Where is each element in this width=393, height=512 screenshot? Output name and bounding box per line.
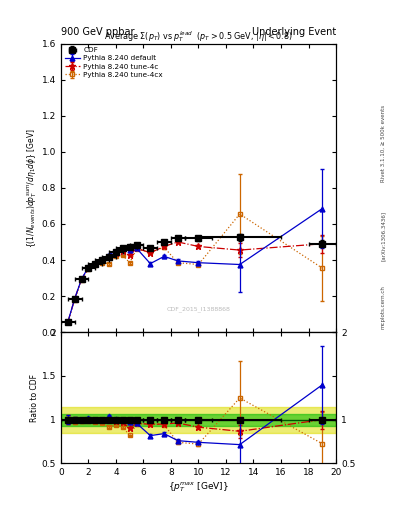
Text: Rivet 3.1.10, ≥ 500k events: Rivet 3.1.10, ≥ 500k events — [381, 105, 386, 182]
Legend: CDF, Pythia 8.240 default, Pythia 8.240 tune-4c, Pythia 8.240 tune-4cx: CDF, Pythia 8.240 default, Pythia 8.240 … — [63, 46, 164, 79]
Text: [arXiv:1306.3436]: [arXiv:1306.3436] — [381, 210, 386, 261]
Text: mcplots.cern.ch: mcplots.cern.ch — [381, 285, 386, 329]
Text: 900 GeV ppbar: 900 GeV ppbar — [61, 27, 134, 37]
Bar — [61, 414, 336, 426]
Y-axis label: $\{(1/N_{events}) dp_T^{sum}/d\eta_1 d\phi\}$ [GeV]: $\{(1/N_{events}) dp_T^{sum}/d\eta_1 d\p… — [26, 128, 39, 248]
X-axis label: $\{p_T^{max}$ [GeV]$\}$: $\{p_T^{max}$ [GeV]$\}$ — [168, 480, 229, 494]
Y-axis label: Ratio to CDF: Ratio to CDF — [30, 374, 39, 422]
Text: CDF_2015_I1388868: CDF_2015_I1388868 — [167, 306, 230, 312]
Title: Average $\Sigma(p_T)$ vs $p_T^{lead}$  $(p_T > 0.5$ GeV, $|\eta| < 0.8)$: Average $\Sigma(p_T)$ vs $p_T^{lead}$ $(… — [104, 29, 293, 44]
Text: Underlying Event: Underlying Event — [252, 27, 336, 37]
Bar — [61, 407, 336, 433]
